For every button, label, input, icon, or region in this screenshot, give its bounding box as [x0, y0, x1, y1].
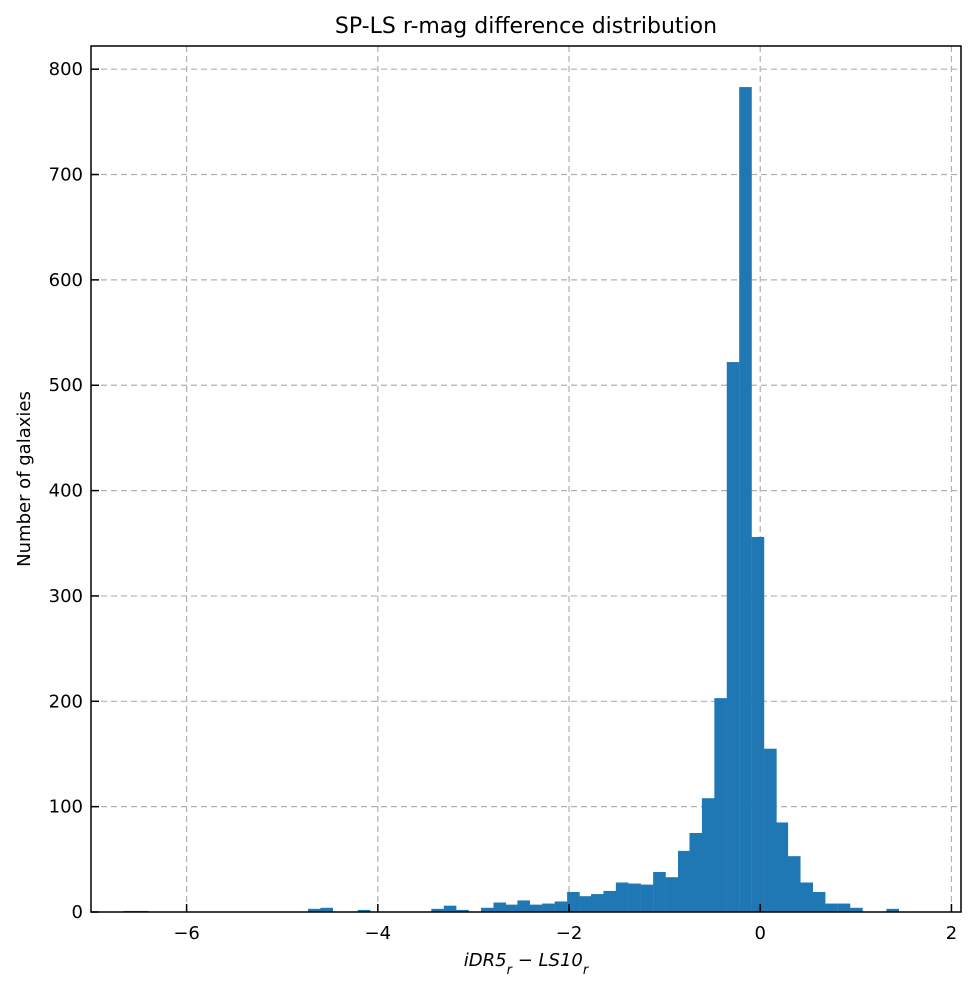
y-tick-label: 700 — [49, 165, 83, 186]
y-tick-label: 100 — [49, 797, 83, 818]
histogram-bar — [825, 903, 838, 912]
histogram-bar — [628, 883, 641, 912]
histogram-bar — [456, 909, 469, 912]
histogram-bar — [764, 748, 777, 912]
histogram-bar — [443, 905, 457, 912]
histogram-bar — [504, 904, 518, 912]
y-tick-label: 400 — [49, 481, 83, 502]
x-label-term-b-sub: r — [583, 963, 590, 978]
histogram-bar — [579, 896, 593, 912]
histogram-bar — [787, 856, 801, 912]
histogram-bar — [567, 891, 580, 912]
y-tick-label: 300 — [49, 586, 83, 607]
histogram-bar — [320, 907, 334, 912]
histogram-bar — [615, 882, 629, 912]
x-tick-label: −6 — [173, 923, 200, 944]
histogram-bar — [554, 901, 568, 912]
histogram-bar — [689, 832, 703, 912]
histogram-bar — [603, 890, 617, 912]
x-label-operator: − — [512, 950, 539, 971]
histogram-bar — [653, 871, 666, 912]
histogram-bar — [739, 87, 752, 913]
histogram-bar — [591, 894, 604, 912]
histogram-bar — [850, 907, 863, 912]
x-axis-label: iDR5r − LS10r — [464, 950, 590, 978]
histogram-bar — [726, 362, 740, 913]
x-tick-label: −4 — [365, 923, 392, 944]
y-tick-label: 500 — [49, 375, 83, 396]
histogram-bar — [640, 884, 654, 912]
histogram-bar — [678, 850, 691, 912]
x-label-term-a: iDR5 — [464, 950, 507, 971]
histogram-bar — [812, 891, 826, 912]
histogram-bar — [431, 908, 444, 912]
x-tick-label: 0 — [755, 923, 766, 944]
histogram-bar — [493, 902, 507, 912]
histogram-bar — [542, 903, 555, 912]
x-tick-label: −2 — [556, 923, 583, 944]
y-tick-label: 200 — [49, 691, 83, 712]
histogram-bar — [800, 882, 813, 912]
histogram-bar — [357, 909, 371, 912]
x-label-term-a-sub: r — [507, 963, 514, 978]
x-label-term-b: LS10 — [539, 950, 583, 971]
histogram-bar — [714, 698, 727, 912]
histogram-bar — [665, 877, 679, 912]
y-tick-label: 600 — [49, 270, 83, 291]
histogram-bar — [751, 536, 765, 912]
histogram-bar — [886, 908, 900, 912]
histogram-bar — [481, 907, 494, 912]
histogram-bar — [775, 822, 789, 912]
axis-ticks: −6 −4 −2 0 2 0 100 200 300 400 500 600 700 800 — [49, 59, 958, 944]
y-tick-label: 800 — [49, 59, 83, 80]
grid-lines — [91, 46, 961, 912]
x-tick-label: 2 — [946, 923, 957, 944]
chart-title: SP-LS r-mag difference distribution — [335, 14, 717, 39]
histogram-bar — [308, 908, 321, 912]
y-axis-label: Number of galaxies — [14, 391, 35, 567]
histogram-bar — [517, 900, 530, 912]
histogram-bars — [123, 87, 900, 913]
histogram-bar — [837, 903, 851, 912]
plot-frame — [90, 45, 962, 913]
histogram-bar — [701, 798, 715, 912]
histogram-bar — [529, 904, 543, 912]
y-tick-label: 0 — [72, 902, 83, 923]
